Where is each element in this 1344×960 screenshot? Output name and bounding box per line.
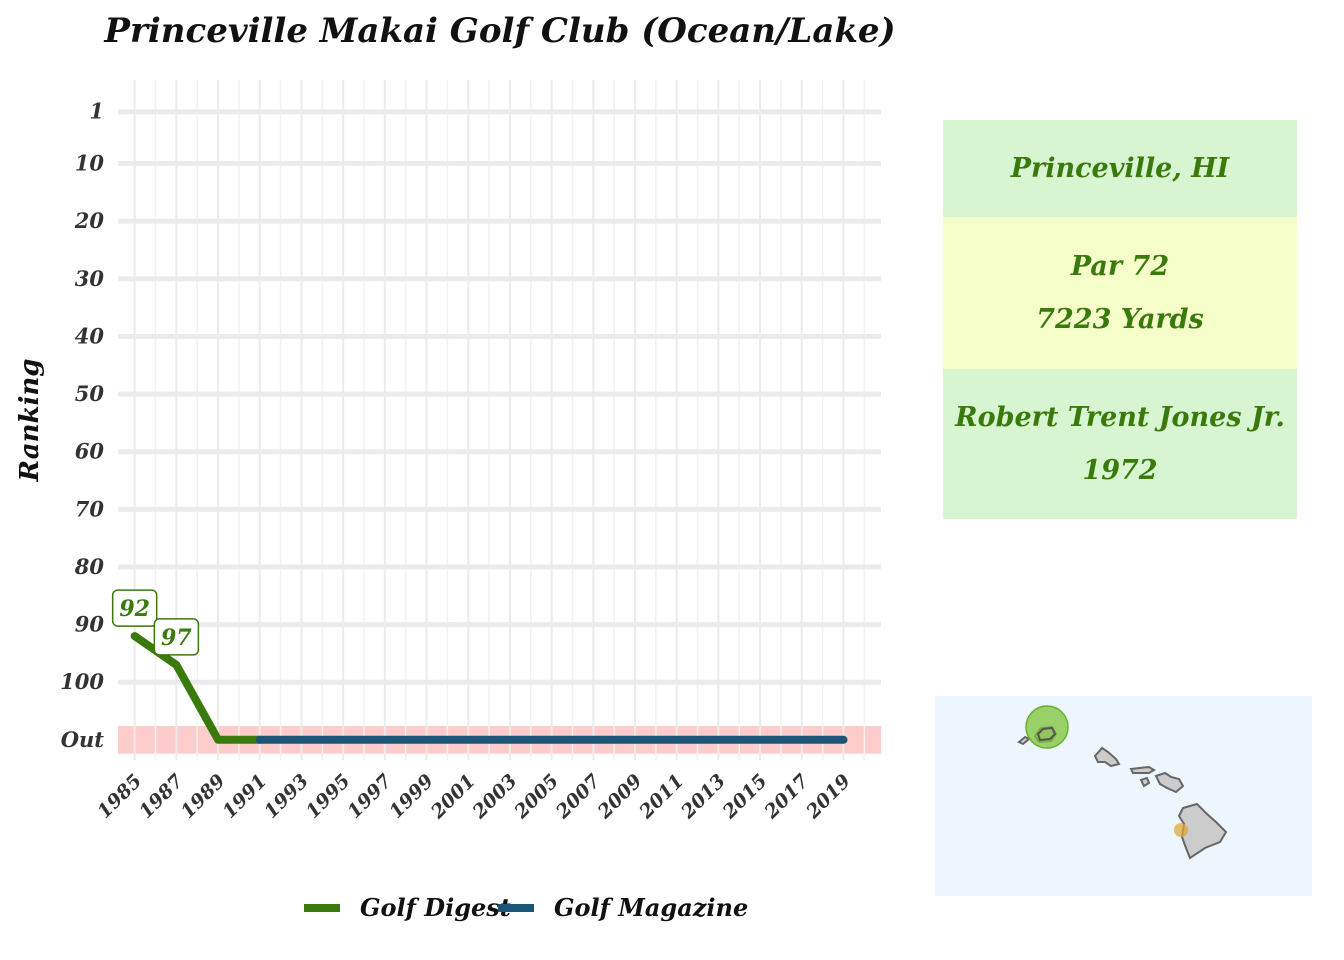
yards-text: 7223 Yards <box>1036 304 1204 335</box>
chart-title: Princeville Makai Golf Club (Ocean/Lake) <box>103 11 895 51</box>
course-location-marker <box>1025 705 1069 749</box>
data-label: 97 <box>153 618 200 656</box>
x-tick-label: 2015 <box>718 770 772 824</box>
y-tick-label: 30 <box>75 266 105 291</box>
course-info-panel: Princeville, HI Par 72 7223 Yards Robert… <box>943 120 1297 519</box>
grid <box>118 80 881 760</box>
x-tick-label: 2005 <box>509 770 563 824</box>
x-tick-label: 2007 <box>551 770 605 824</box>
legend: Golf Digest Golf Magazine <box>304 893 748 922</box>
map-background <box>935 696 1312 896</box>
y-tick-label: 90 <box>75 612 105 637</box>
y-tick-label: 20 <box>74 208 105 233</box>
data-label-text: 92 <box>119 596 150 622</box>
secondary-marker <box>1174 823 1188 837</box>
y-tick-label: 10 <box>75 151 105 176</box>
kauai-outline <box>1036 726 1057 742</box>
y-tick-label: 1 <box>89 99 104 124</box>
data-label-text: 97 <box>161 625 192 651</box>
lanai-island <box>1139 776 1151 788</box>
data-label-box <box>111 589 158 627</box>
x-tick-label: 1993 <box>260 770 313 823</box>
data-labels: 92 97 <box>111 589 200 656</box>
y-tick-label: 80 <box>74 554 105 579</box>
par-yards-box: Par 72 7223 Yards <box>943 217 1297 369</box>
x-tick-label: 1987 <box>135 770 188 823</box>
legend-item: Golf Magazine <box>498 893 748 922</box>
x-tick-label: 2003 <box>468 770 522 824</box>
x-tick-label: 2013 <box>676 770 730 824</box>
x-tick-label: 1995 <box>302 770 355 823</box>
ranking-chart: Princeville Makai Golf Club (Ocean/Lake)… <box>15 11 896 922</box>
hawaii-map <box>935 696 1312 896</box>
x-tick-label: 2011 <box>635 770 689 824</box>
designer-box: Robert Trent Jones Jr. 1972 <box>943 369 1297 519</box>
x-tick-label: 1999 <box>385 770 438 823</box>
x-tick-label: 1985 <box>93 770 146 823</box>
x-tick-label: 1997 <box>343 770 396 823</box>
y-tick-label: 60 <box>75 439 105 464</box>
legend-item: Golf Digest <box>304 893 511 922</box>
x-tick-label: 1991 <box>218 770 271 823</box>
oahu-island <box>1093 746 1121 768</box>
y-tick-label: 100 <box>60 669 104 694</box>
y-axis-title: Ranking <box>15 359 45 483</box>
y-axis-ticks: 1 10 20 30 40 50 60 70 80 90 100 Out <box>60 99 104 752</box>
y-tick-label: Out <box>61 727 105 752</box>
data-label-box <box>153 618 200 656</box>
location-text: Princeville, HI <box>1010 153 1230 184</box>
x-tick-label: 1989 <box>177 770 230 823</box>
data-label: 92 <box>111 589 158 627</box>
x-tick-label: 2009 <box>593 770 647 824</box>
maui-island <box>1154 771 1185 794</box>
y-tick-label: 50 <box>75 381 105 406</box>
x-axis-ticks: 1985198719891991199319951997199920012003… <box>93 770 855 824</box>
x-tick-label: 2019 <box>801 770 855 824</box>
y-tick-label: 70 <box>75 496 105 521</box>
molokai-island <box>1129 765 1156 774</box>
par-text: Par 72 <box>1070 251 1170 282</box>
designer-text: Robert Trent Jones Jr. <box>955 402 1285 433</box>
x-tick-label: 2001 <box>426 770 480 824</box>
legend-label: Golf Digest <box>360 893 511 922</box>
x-tick-label: 2017 <box>760 770 814 824</box>
y-tick-label: 40 <box>75 323 105 348</box>
location-box: Princeville, HI <box>943 120 1297 217</box>
legend-label: Golf Magazine <box>554 893 748 922</box>
year-text: 1972 <box>1082 455 1158 486</box>
